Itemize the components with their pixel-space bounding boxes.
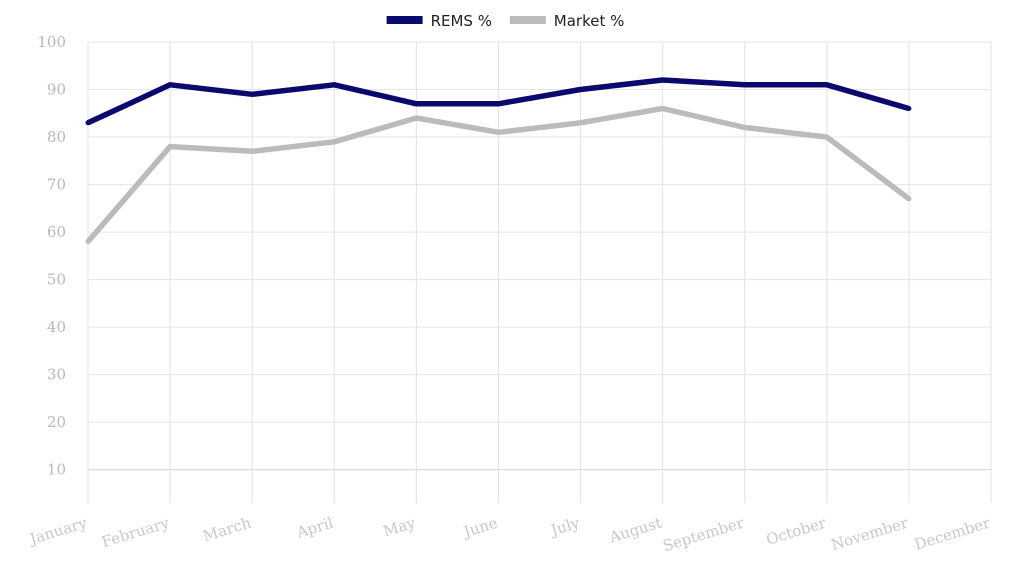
x-tick-label: May xyxy=(381,513,418,540)
data-point xyxy=(495,129,501,135)
data-point xyxy=(249,91,255,97)
x-tick-label: March xyxy=(201,514,254,546)
y-tick-label: 50 xyxy=(47,271,66,289)
x-tick-label: October xyxy=(764,513,829,548)
y-tick-label: 80 xyxy=(47,128,66,146)
x-axis-ticks: January February March April May June July Augu… xyxy=(26,513,993,555)
y-tick-label: 40 xyxy=(47,318,66,336)
data-point xyxy=(249,148,255,154)
data-point xyxy=(824,82,830,88)
data-point xyxy=(413,101,419,107)
data-point xyxy=(660,77,666,83)
x-tick-label: July xyxy=(547,513,582,539)
legend-swatch xyxy=(509,16,546,24)
x-tick-label: April xyxy=(294,514,336,542)
x-tick-label: February xyxy=(100,513,172,551)
data-point xyxy=(742,125,748,131)
y-tick-label: 60 xyxy=(47,223,66,241)
data-point xyxy=(167,144,173,150)
x-tick-label: January xyxy=(26,513,90,548)
y-tick-label: 70 xyxy=(47,176,66,194)
grid xyxy=(87,41,992,503)
y-tick-label: 90 xyxy=(47,81,66,99)
data-point xyxy=(331,139,337,145)
data-point xyxy=(331,82,337,88)
y-tick-label: 20 xyxy=(47,413,66,431)
y-tick-label: 30 xyxy=(47,366,66,384)
legend-label: Market % xyxy=(554,12,625,30)
data-point xyxy=(660,106,666,112)
series-lines xyxy=(85,77,912,245)
y-axis-ticks: 10 20 30 40 50 60 70 80 90 100 xyxy=(37,33,66,479)
data-point xyxy=(85,239,91,245)
y-tick-label: 10 xyxy=(47,461,66,479)
data-point xyxy=(167,82,173,88)
data-point xyxy=(906,196,912,202)
x-tick-label: November xyxy=(829,513,911,554)
data-point xyxy=(85,120,91,126)
data-point xyxy=(742,82,748,88)
legend-swatch xyxy=(386,16,423,24)
legend-label: REMS % xyxy=(431,12,492,30)
x-tick-label: September xyxy=(661,513,747,555)
data-point xyxy=(824,134,830,140)
data-point xyxy=(413,115,419,121)
data-point xyxy=(578,120,584,126)
y-tick-label: 100 xyxy=(37,33,66,51)
x-tick-label: December xyxy=(912,513,993,553)
data-point xyxy=(906,106,912,112)
x-tick-label: June xyxy=(460,514,500,542)
x-tick-label: August xyxy=(606,514,663,547)
data-point xyxy=(495,101,501,107)
data-point xyxy=(578,87,584,93)
legend: REMS % Market % xyxy=(386,12,625,30)
